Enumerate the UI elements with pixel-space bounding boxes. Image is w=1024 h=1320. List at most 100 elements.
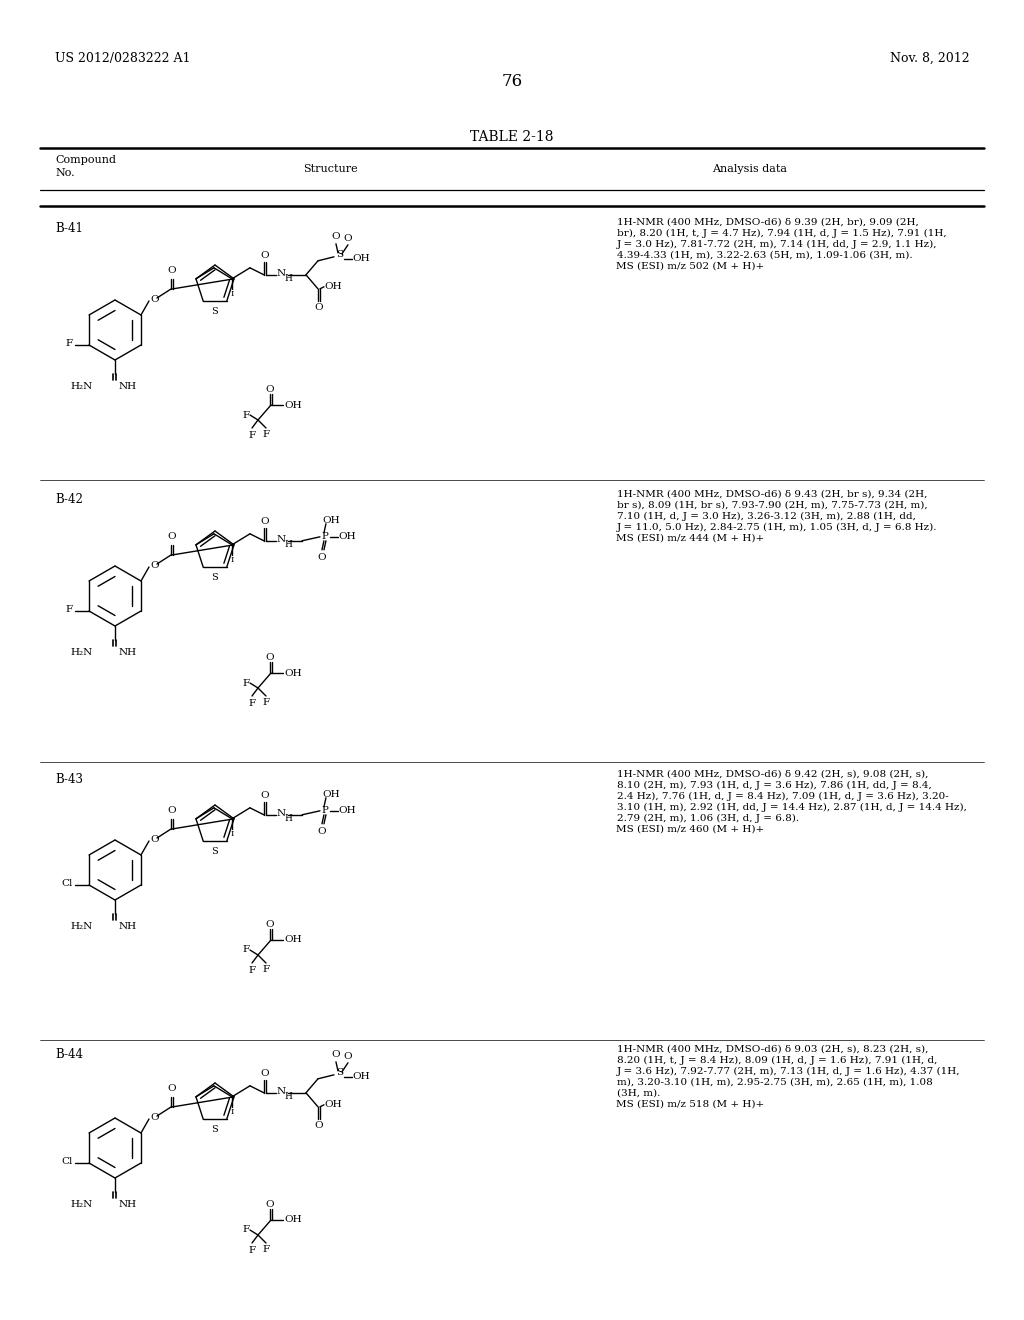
Text: MS (ESI) m/z 444 (M + H)+: MS (ESI) m/z 444 (M + H)+: [615, 535, 764, 543]
Text: J = 3.6 Hz), 7.92-7.77 (2H, m), 7.13 (1H, d, J = 1.6 Hz), 4.37 (1H,: J = 3.6 Hz), 7.92-7.77 (2H, m), 7.13 (1H…: [617, 1067, 961, 1076]
Text: 8.20 (1H, t, J = 8.4 Hz), 8.09 (1H, d, J = 1.6 Hz), 7.91 (1H, d,: 8.20 (1H, t, J = 8.4 Hz), 8.09 (1H, d, J…: [617, 1056, 937, 1065]
Text: 1H-NMR (400 MHz, DMSO-d6) δ 9.43 (2H, br s), 9.34 (2H,: 1H-NMR (400 MHz, DMSO-d6) δ 9.43 (2H, br…: [617, 490, 928, 499]
Text: O: O: [150, 836, 159, 845]
Text: OH: OH: [284, 668, 302, 677]
Text: F: F: [243, 411, 250, 420]
Text: MS (ESI) m/z 502 (M + H)+: MS (ESI) m/z 502 (M + H)+: [615, 261, 764, 271]
Text: O: O: [265, 920, 274, 929]
Text: J = 11.0, 5.0 Hz), 2.84-2.75 (1H, m), 1.05 (3H, d, J = 6.8 Hz).: J = 11.0, 5.0 Hz), 2.84-2.75 (1H, m), 1.…: [617, 523, 938, 532]
Text: O: O: [314, 1121, 324, 1130]
Text: 8.10 (2H, m), 7.93 (1H, d, J = 3.6 Hz), 7.86 (1H, dd, J = 8.4,: 8.10 (2H, m), 7.93 (1H, d, J = 3.6 Hz), …: [617, 781, 932, 791]
Text: 4.39-4.33 (1H, m), 3.22-2.63 (5H, m), 1.09-1.06 (3H, m).: 4.39-4.33 (1H, m), 3.22-2.63 (5H, m), 1.…: [617, 251, 912, 260]
Text: F: F: [66, 606, 73, 615]
Text: S: S: [212, 573, 218, 582]
Text: O: O: [344, 234, 352, 243]
Text: 1H-NMR (400 MHz, DMSO-d6) δ 9.03 (2H, s), 8.23 (2H, s),: 1H-NMR (400 MHz, DMSO-d6) δ 9.03 (2H, s)…: [617, 1045, 929, 1053]
Text: H: H: [284, 275, 292, 284]
Text: OH: OH: [322, 516, 340, 525]
Text: Cl: Cl: [61, 1158, 73, 1167]
Text: I: I: [230, 556, 233, 564]
Text: O: O: [150, 1114, 159, 1122]
Text: Cl: Cl: [61, 879, 73, 888]
Text: O: O: [317, 553, 327, 562]
Text: 1H-NMR (400 MHz, DMSO-d6) δ 9.42 (2H, s), 9.08 (2H, s),: 1H-NMR (400 MHz, DMSO-d6) δ 9.42 (2H, s)…: [617, 770, 929, 779]
Text: NH: NH: [119, 1200, 137, 1209]
Text: TABLE 2-18: TABLE 2-18: [470, 129, 554, 144]
Text: OH: OH: [284, 1216, 302, 1225]
Text: O: O: [265, 385, 274, 393]
Text: H₂N: H₂N: [71, 648, 93, 657]
Text: F: F: [262, 698, 269, 708]
Text: N: N: [276, 809, 286, 818]
Text: O: O: [168, 532, 176, 541]
Text: O: O: [150, 561, 159, 570]
Text: S: S: [212, 847, 218, 855]
Text: OH: OH: [284, 936, 302, 945]
Text: 76: 76: [502, 73, 522, 90]
Text: O: O: [344, 1052, 352, 1061]
Text: N: N: [276, 1088, 286, 1097]
Text: 1H-NMR (400 MHz, DMSO-d6) δ 9.39 (2H, br), 9.09 (2H,: 1H-NMR (400 MHz, DMSO-d6) δ 9.39 (2H, br…: [617, 218, 919, 227]
Text: O: O: [261, 791, 269, 800]
Text: O: O: [150, 296, 159, 305]
Text: Nov. 8, 2012: Nov. 8, 2012: [891, 51, 970, 65]
Text: br s), 8.09 (1H, br s), 7.93-7.90 (2H, m), 7.75-7.73 (2H, m),: br s), 8.09 (1H, br s), 7.93-7.90 (2H, m…: [617, 502, 928, 510]
Text: m), 3.20-3.10 (1H, m), 2.95-2.75 (3H, m), 2.65 (1H, m), 1.08: m), 3.20-3.10 (1H, m), 2.95-2.75 (3H, m)…: [617, 1078, 933, 1086]
Text: F: F: [243, 678, 250, 688]
Text: B-43: B-43: [55, 774, 83, 785]
Text: F: F: [249, 700, 256, 708]
Text: NH: NH: [119, 648, 137, 657]
Text: OH: OH: [324, 1101, 342, 1109]
Text: S: S: [212, 308, 218, 315]
Text: H: H: [284, 1093, 292, 1101]
Text: F: F: [262, 965, 269, 974]
Text: O: O: [314, 302, 324, 312]
Text: F: F: [249, 432, 256, 440]
Text: O: O: [261, 517, 269, 525]
Text: P: P: [322, 532, 329, 541]
Text: H₂N: H₂N: [71, 381, 93, 391]
Text: H₂N: H₂N: [71, 921, 93, 931]
Text: OH: OH: [338, 807, 355, 816]
Text: MS (ESI) m/z 518 (M + H)+: MS (ESI) m/z 518 (M + H)+: [615, 1100, 764, 1109]
Text: O: O: [332, 1049, 340, 1059]
Text: I: I: [230, 290, 233, 298]
Text: Analysis data: Analysis data: [713, 164, 787, 174]
Text: F: F: [243, 1225, 250, 1234]
Text: S: S: [336, 251, 343, 259]
Text: MS (ESI) m/z 460 (M + H)+: MS (ESI) m/z 460 (M + H)+: [615, 825, 764, 834]
Text: I: I: [230, 830, 233, 838]
Text: O: O: [168, 267, 176, 275]
Text: H: H: [284, 814, 292, 824]
Text: O: O: [265, 1200, 274, 1209]
Text: 3.10 (1H, m), 2.92 (1H, dd, J = 14.4 Hz), 2.87 (1H, d, J = 14.4 Hz),: 3.10 (1H, m), 2.92 (1H, dd, J = 14.4 Hz)…: [617, 803, 967, 812]
Text: US 2012/0283222 A1: US 2012/0283222 A1: [55, 51, 190, 65]
Text: F: F: [262, 430, 269, 440]
Text: (3H, m).: (3H, m).: [617, 1089, 660, 1098]
Text: F: F: [249, 966, 256, 975]
Text: B-41: B-41: [55, 222, 83, 235]
Text: OH: OH: [284, 400, 302, 409]
Text: O: O: [168, 807, 176, 814]
Text: H₂N: H₂N: [71, 1200, 93, 1209]
Text: P: P: [322, 807, 329, 816]
Text: OH: OH: [322, 791, 340, 800]
Text: Structure: Structure: [303, 164, 357, 174]
Text: F: F: [262, 1245, 269, 1254]
Text: NH: NH: [119, 921, 137, 931]
Text: O: O: [168, 1084, 176, 1093]
Text: 2.4 Hz), 7.76 (1H, d, J = 8.4 Hz), 7.09 (1H, d, J = 3.6 Hz), 3.20-: 2.4 Hz), 7.76 (1H, d, J = 8.4 Hz), 7.09 …: [617, 792, 949, 801]
Text: F: F: [243, 945, 250, 954]
Text: OH: OH: [338, 532, 355, 541]
Text: H: H: [284, 540, 292, 549]
Text: NH: NH: [119, 381, 137, 391]
Text: OH: OH: [352, 255, 370, 263]
Text: O: O: [265, 653, 274, 663]
Text: O: O: [261, 1069, 269, 1078]
Text: B-44: B-44: [55, 1048, 83, 1061]
Text: J = 3.0 Hz), 7.81-7.72 (2H, m), 7.14 (1H, dd, J = 2.9, 1.1 Hz),: J = 3.0 Hz), 7.81-7.72 (2H, m), 7.14 (1H…: [617, 240, 938, 249]
Text: B-42: B-42: [55, 492, 83, 506]
Text: O: O: [261, 251, 269, 260]
Text: I: I: [230, 1107, 233, 1115]
Text: OH: OH: [324, 282, 342, 292]
